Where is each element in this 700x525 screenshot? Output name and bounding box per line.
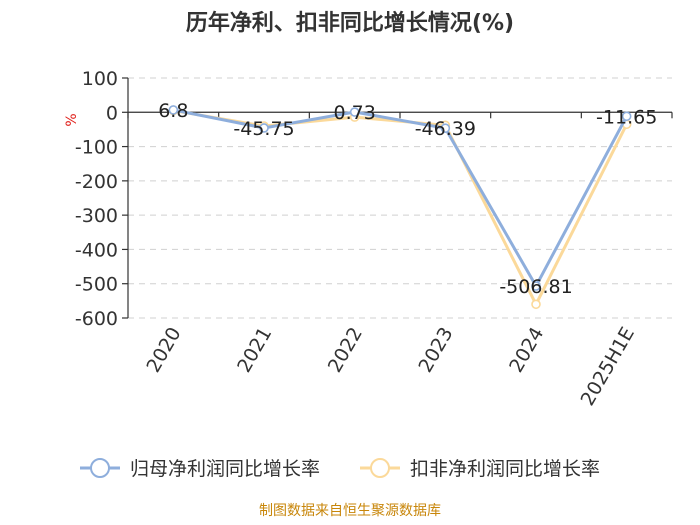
x-tick-label: 2020: [142, 324, 185, 377]
series-0-point: [621, 111, 632, 122]
legend-label-1: 扣非净利润同比增长率: [410, 458, 600, 480]
series: [168, 105, 632, 310]
y-tick-label: -600: [75, 308, 118, 330]
series-1-point: [531, 299, 541, 310]
axes: [122, 77, 673, 319]
series-0-point: [259, 123, 269, 133]
y-tick-label: -400: [75, 239, 118, 261]
data-label: 6.8: [158, 100, 188, 122]
chart-title: 历年净利、扣非同比增长情况(%): [186, 10, 514, 36]
y-tick-label: -200: [75, 171, 118, 193]
x-tick-label: 2022: [324, 324, 367, 377]
legend-label-0: 归母净利润同比增长率: [130, 458, 320, 480]
x-tick-label: 2023: [414, 324, 457, 377]
series-0-point: [531, 281, 541, 291]
x-tick-labels: 2020 2021 2022 2023 2024 2025H1E: [142, 324, 639, 410]
y-tick-labels: 100 0 -100 -200 -300 -400 -500 -600: [75, 68, 118, 330]
data-label: -11.65: [596, 106, 657, 128]
series-0-point: [349, 107, 360, 117]
legend-marker-1: [370, 458, 390, 478]
x-tick-label: 2025H1E: [577, 324, 639, 410]
data-labels: 6.8 -45.75 0.73 -46.39 -506.81 -11.65: [158, 100, 657, 298]
data-label: -45.75: [233, 118, 294, 140]
x-tick-label: 2021: [233, 324, 276, 377]
data-label: -46.39: [415, 118, 476, 140]
series-0-point: [440, 123, 451, 133]
y-tick-label: -300: [75, 205, 118, 227]
y-tick-label: 0: [106, 102, 118, 124]
series-line-0: [173, 108, 628, 288]
x-tick-label: 2024: [505, 324, 548, 377]
legend-marker-0: [90, 458, 110, 478]
y-tick-label: -100: [75, 137, 118, 159]
data-label: -506.81: [499, 276, 572, 298]
legend: 归母净利润同比增长率 扣非净利润同比增长率: [80, 458, 600, 480]
data-source: 制图数据来自恒生聚源数据库: [259, 503, 441, 519]
series-0-point: [168, 105, 179, 115]
data-label: 0.73: [334, 102, 376, 124]
y-tick-label: 100: [82, 68, 118, 90]
y-axis-unit: %: [64, 113, 80, 126]
y-tick-label: -500: [75, 274, 118, 296]
